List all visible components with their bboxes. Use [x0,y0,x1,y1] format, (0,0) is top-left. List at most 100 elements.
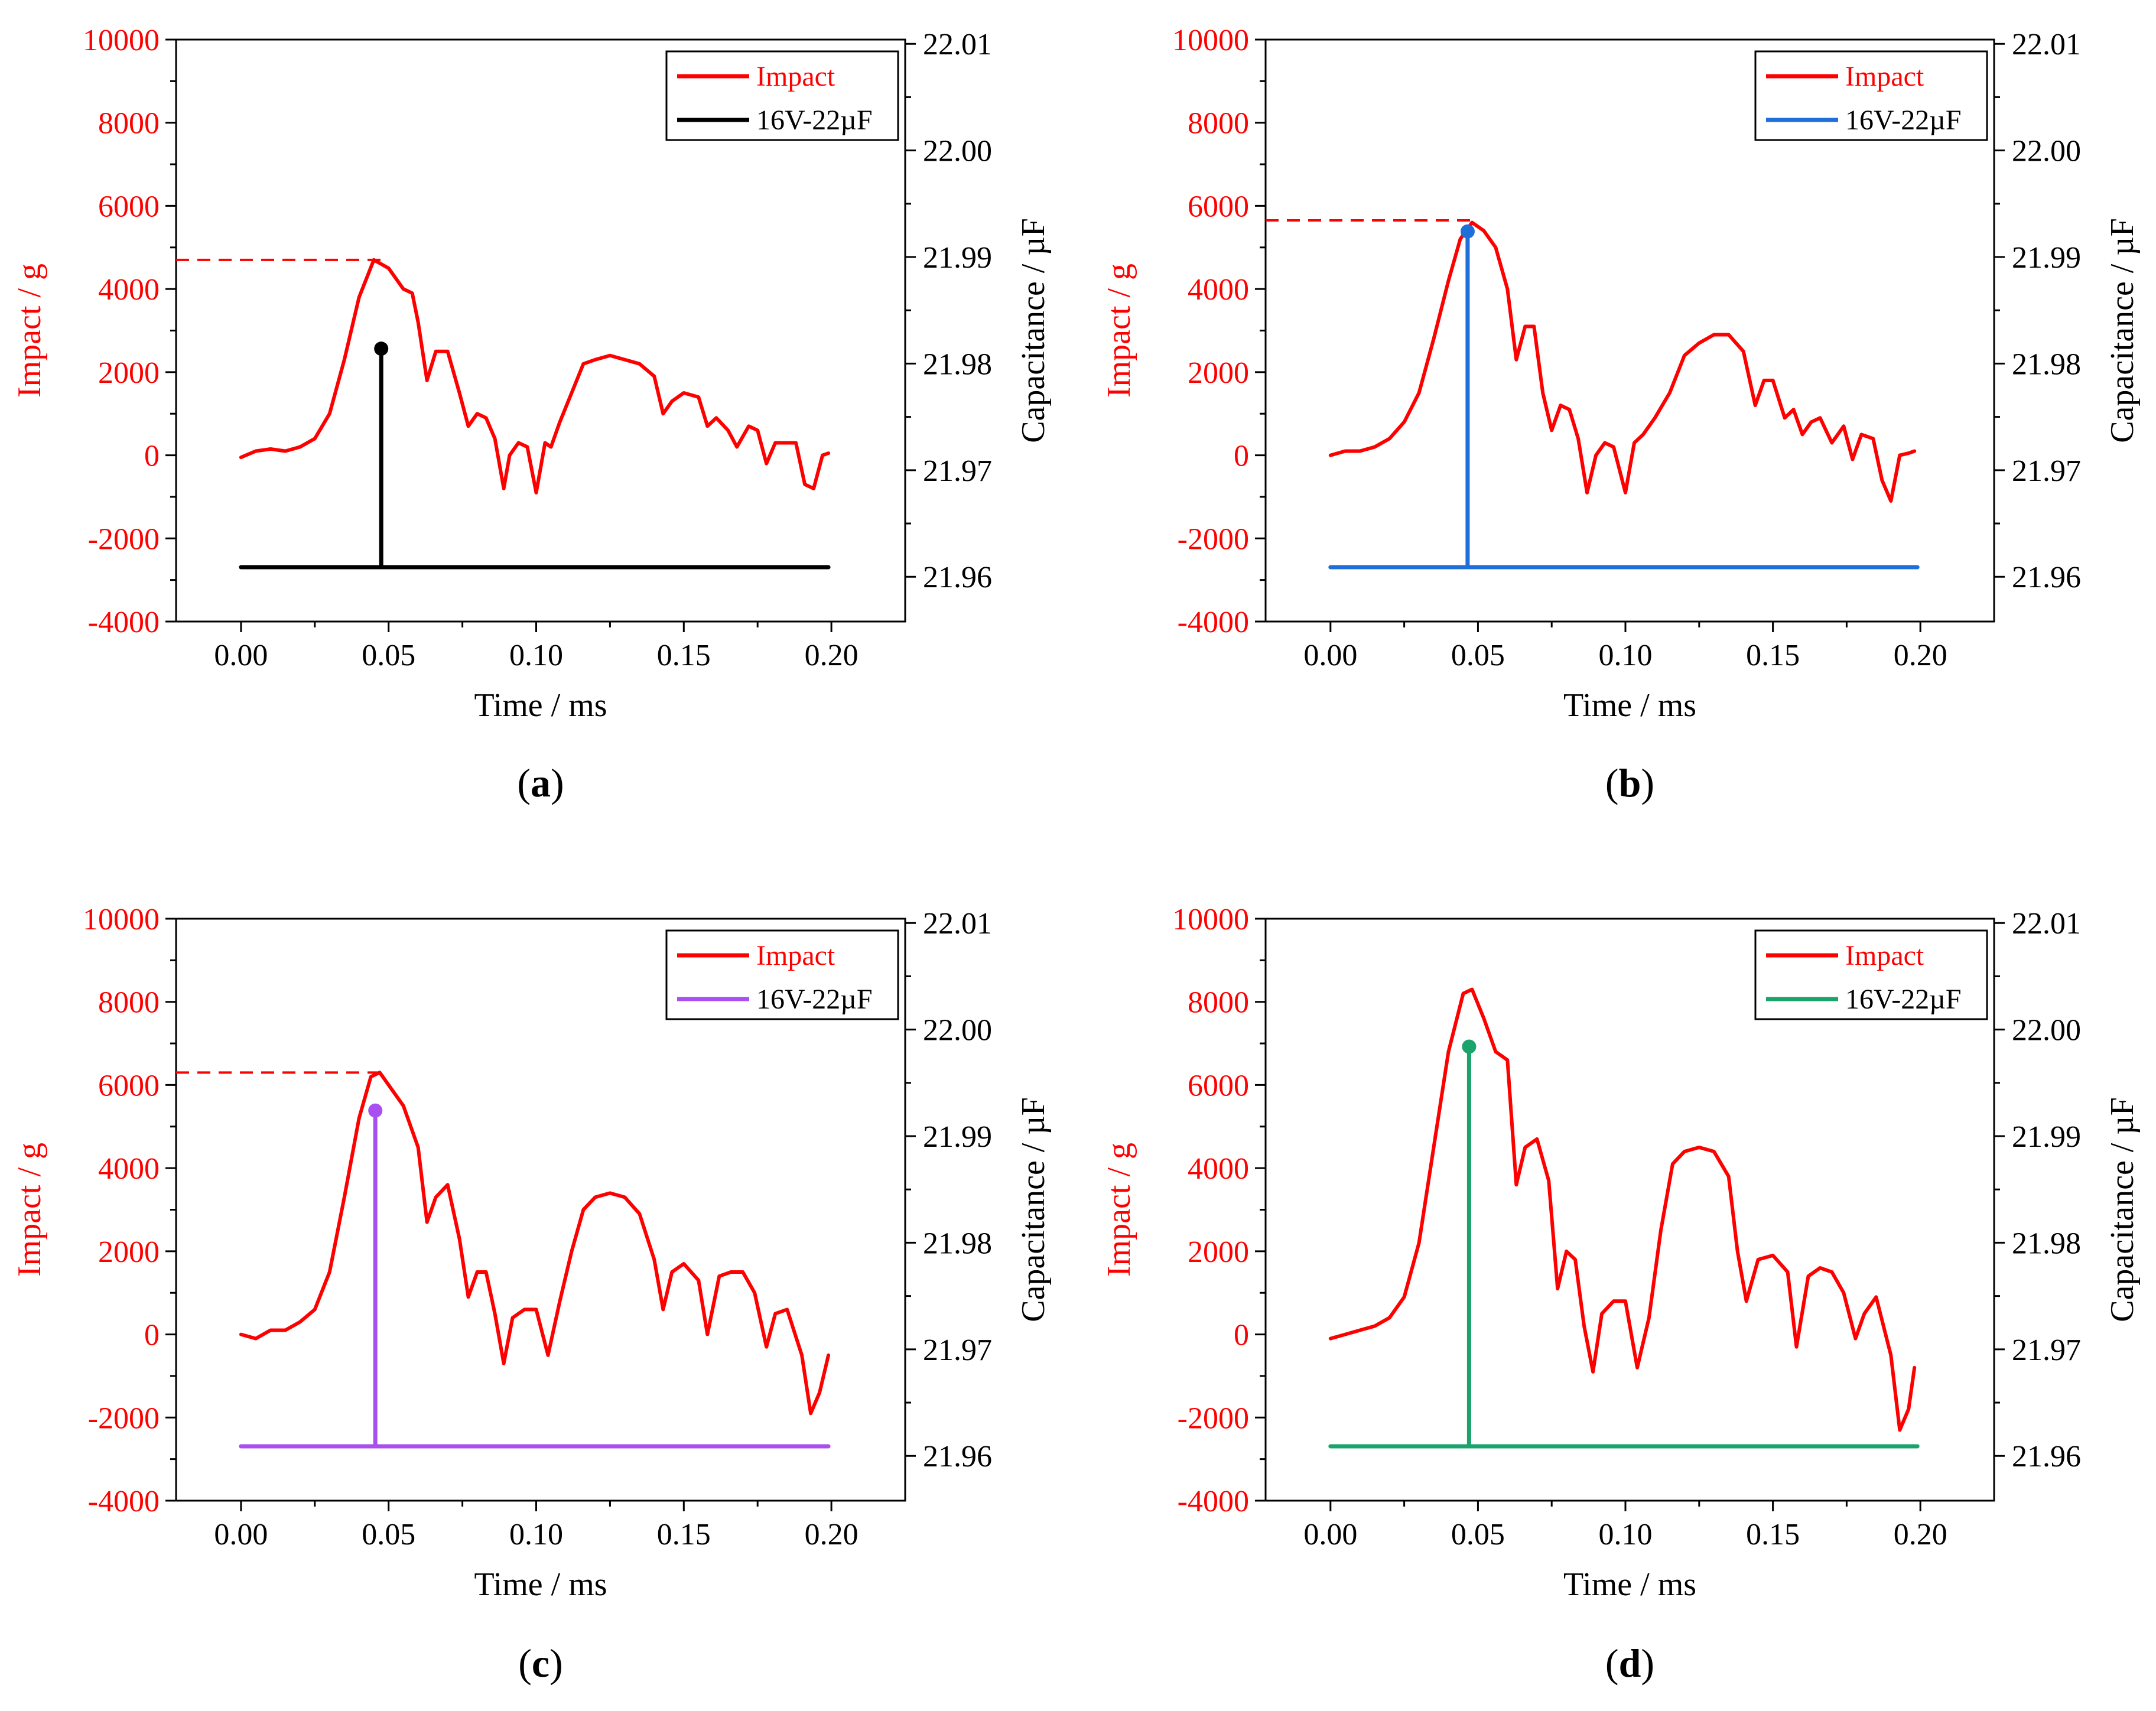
chart-panel-b: -4000 -2000 0 2000 4000 6000 8000 10000 21.96 21.… [1101,24,2141,805]
y-left-tick-label: 8000 [98,107,160,141]
y-right-tick-label: 21.96 [2012,1440,2081,1473]
legend: Impact 16V-22µF [1754,929,1988,1020]
y-left-tick-label: 2000 [1188,1235,1249,1269]
y-right-tick-label: 22.00 [923,1014,992,1048]
panel-label: (d) [1605,1641,1654,1686]
x-tick-label: 0.15 [657,1518,711,1551]
legend-label-impact: Impact [1845,940,1924,971]
x-tick-label: 0.05 [362,639,415,672]
y-left-tick-label: 4000 [1188,1152,1249,1186]
x-axis-title: Time / ms [474,687,607,724]
y-left-tick-label: 4000 [98,1152,160,1186]
y-right-tick-label: 22.01 [2012,907,2081,941]
y-right-tick-label: 21.96 [2012,561,2081,594]
panel-label: (b) [1605,760,1654,805]
y-right-tick-label: 21.99 [2012,1120,2081,1154]
legend-box [1754,50,1988,141]
y-left-tick-label: 6000 [98,190,160,223]
y-left-axis-title: Impact / g [1101,1143,1137,1277]
capacitance-series-line [239,346,831,570]
x-tick-label: 0.00 [214,1518,268,1551]
x-tick-label: 0.05 [362,1518,415,1551]
y-right-axis-title: Capacitance / µF [2104,218,2141,443]
chart-panel-a: -4000 -2000 0 2000 4000 6000 8000 10000 21.96 21.… [11,24,1052,805]
y-left-tick-label: 8000 [98,986,160,1020]
y-left-tick-label: 4000 [1188,273,1249,307]
y-right-tick-label: 22.00 [2012,1014,2081,1048]
capacitance-series-line [1328,229,1920,570]
capacitance-peak-marker [1462,1039,1477,1054]
x-axis-title: Time / ms [1563,687,1696,724]
y-right-axis-title: Capacitance / µF [2104,1097,2141,1322]
y-left-tick-label: -4000 [1178,606,1249,639]
y-right-tick-label: 22.00 [2012,135,2081,168]
y-right-tick-label: 21.96 [923,1440,992,1473]
y-right-tick-label: 21.97 [923,1333,992,1367]
x-tick-label: 0.15 [657,639,711,672]
y-left-tick-label: 10000 [1172,903,1249,936]
legend-label-impact: Impact [756,940,835,971]
legend-label-impact: Impact [756,61,835,92]
impact-series-line [239,258,831,495]
x-tick-label: 0.05 [1451,1518,1505,1551]
y-right-tick-label: 22.01 [2012,28,2081,61]
legend: Impact 16V-22µF [665,50,899,141]
y-left-tick-label: 2000 [1188,356,1249,390]
y-right-tick-label: 21.98 [2012,347,2081,381]
y-left-tick-label: 6000 [1188,1069,1249,1102]
y-left-tick-label: -2000 [88,522,160,556]
panel-letter: b [1619,760,1641,805]
x-tick-label: 0.05 [1451,639,1505,672]
x-tick-label: 0.20 [805,639,859,672]
panel-label: (a) [517,760,564,805]
y-right-tick-label: 21.99 [923,241,992,275]
x-tick-label: 0.20 [805,1518,859,1551]
y-left-tick-label: -2000 [1178,1401,1249,1435]
panel-label: (c) [518,1641,563,1686]
y-left-tick-label: 8000 [1188,986,1249,1020]
y-left-tick-label: 0 [1234,1319,1249,1352]
y-left-tick-label: -4000 [1178,1485,1249,1518]
y-right-tick-label: 21.99 [2012,241,2081,275]
chart-panel-c: -4000 -2000 0 2000 4000 6000 8000 10000 21.96 21.… [11,903,1052,1686]
y-left-tick-label: 6000 [98,1069,160,1102]
legend-label-impact: Impact [1845,61,1924,92]
legend-box [665,50,899,141]
panel-letter: c [532,1641,549,1686]
x-tick-label: 0.00 [214,639,268,672]
y-right-tick-label: 21.97 [923,454,992,488]
y-left-axis-title: Impact / g [1101,264,1137,398]
capacitance-peak-marker [374,341,389,356]
y-left-tick-label: 2000 [98,356,160,390]
x-tick-label: 0.10 [509,639,563,672]
x-tick-label: 0.10 [1599,639,1653,672]
y-right-tick-label: 22.01 [923,907,992,941]
y-left-tick-label: 0 [144,1319,160,1352]
x-tick-label: 0.10 [1599,1518,1653,1551]
chart-panel-d: -4000 -2000 0 2000 4000 6000 8000 10000 21.96 21.… [1101,903,2141,1686]
legend-label-capacitance: 16V-22µF [756,105,873,136]
y-left-tick-label: -4000 [88,1485,160,1518]
legend-label-capacitance: 16V-22µF [1845,984,1962,1015]
y-right-tick-label: 21.98 [2012,1227,2081,1260]
y-left-tick-label: 10000 [83,24,160,57]
y-right-tick-label: 22.00 [923,135,992,168]
y-right-tick-label: 21.98 [923,1227,992,1260]
y-left-axis-title: Impact / g [11,1143,48,1277]
legend: Impact 16V-22µF [665,929,899,1020]
y-left-tick-label: 0 [144,440,160,473]
y-right-tick-label: 21.97 [2012,454,2081,488]
y-left-tick-label: 8000 [1188,107,1249,141]
x-axis-title: Time / ms [1563,1566,1696,1603]
y-left-tick-label: 10000 [83,903,160,936]
y-right-tick-label: 21.96 [923,561,992,594]
y-right-tick-label: 21.97 [2012,1333,2081,1367]
y-right-axis-title: Capacitance / µF [1015,218,1052,443]
y-left-tick-label: 2000 [98,1235,160,1269]
y-left-tick-label: 10000 [1172,24,1249,57]
panel-letter: a [531,760,551,805]
y-right-tick-label: 22.01 [923,28,992,61]
panel-letter: d [1619,1641,1641,1686]
x-tick-label: 0.10 [509,1518,563,1551]
